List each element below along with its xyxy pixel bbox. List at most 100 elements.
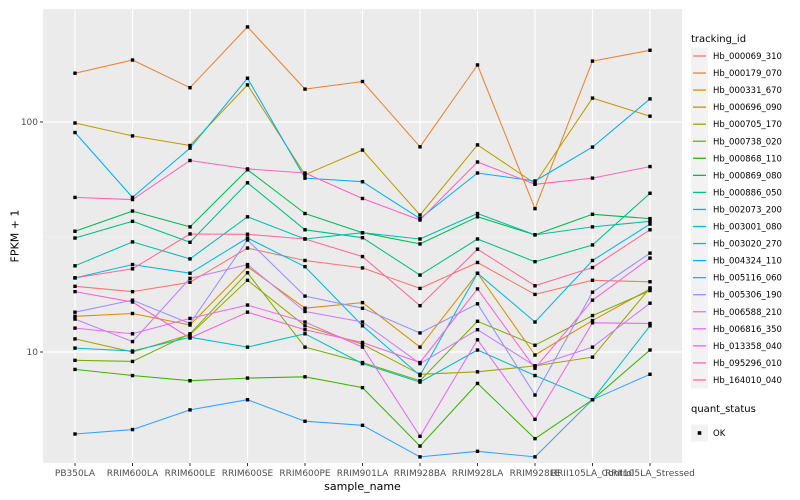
data-point [418,380,422,384]
data-point [73,317,77,321]
data-point [360,300,365,305]
legend-label: Hb_000869_080 [713,171,782,181]
data-point [533,393,537,397]
data-point [73,314,77,318]
data-point [418,434,422,439]
data-point [533,373,537,378]
data-point [245,76,250,80]
data-point [533,436,537,441]
data-point [475,370,480,374]
data-point [475,319,480,323]
data-point [533,284,537,288]
data-point [475,63,480,67]
data-point [73,432,77,436]
data-point [245,345,250,349]
data-point [475,348,480,352]
data-point [475,381,480,386]
data-point [475,143,480,147]
data-point [188,379,192,383]
data-point [130,300,135,304]
legend-title-tracking-id: tracking_id [691,34,747,45]
data-point [303,171,307,175]
data-point [188,316,192,321]
data-point [303,345,307,349]
data-point [303,306,307,310]
x-tick-label: PB350LA [55,469,96,479]
data-point [533,206,537,211]
data-point [188,336,192,340]
data-point [130,289,135,294]
data-point [360,342,365,347]
data-point [590,290,595,294]
data-point [590,225,595,229]
data-point [418,331,422,335]
black-square-icon [697,431,702,435]
data-point [533,320,537,324]
data-point [648,348,652,352]
data-point [303,332,307,336]
data-point [360,79,365,84]
data-point [245,236,250,240]
data-point [648,321,652,326]
data-point [303,87,307,91]
data-point [533,259,537,264]
data-point [360,345,365,349]
data-point [475,271,480,275]
data-point [648,280,652,284]
data-point [130,311,135,316]
data-point [245,271,250,275]
legend-title-quant-status: quant_status [691,404,756,415]
data-point [648,216,652,221]
legend-label: Hb_006588_210 [713,308,782,318]
data-point [590,398,595,402]
data-point [73,71,77,75]
data-point [648,301,652,305]
data-point [303,228,307,232]
data-point [188,271,192,275]
data-point [303,419,307,423]
data-point [245,376,250,380]
data-point [475,160,480,164]
data-point [130,339,135,344]
data-point [590,176,595,180]
data-point [188,276,192,281]
data-point [590,96,595,100]
data-point [188,143,192,148]
legend-label: Hb_005306_190 [713,291,782,301]
x-tick-label: RRIM600PE [279,469,331,479]
data-point [73,284,77,289]
legend-label-quant: OK [713,429,726,439]
data-point [475,302,480,306]
data-point [648,324,652,328]
data-point [130,298,135,302]
data-point [418,237,422,241]
data-point [360,254,365,259]
data-point [73,264,77,268]
y-tick-label: 100 [21,118,38,128]
data-point [360,320,365,324]
data-point [245,25,250,29]
data-point [360,361,365,366]
data-point [245,398,250,402]
data-point [648,256,652,260]
legend-label: Hb_000705_170 [713,120,782,130]
data-point [590,313,595,318]
data-point [245,167,250,171]
legend-label: Hb_006816_350 [713,325,782,335]
x-tick-label: RRII105LA_Stressed [605,469,695,479]
data-point [418,218,422,222]
x-tick-label: RRIM600LE [165,469,216,479]
data-point [360,180,365,184]
data-point [590,212,595,216]
data-point [303,309,307,314]
data-point [130,240,135,244]
legend-label: Hb_000696_090 [713,103,782,113]
data-point [475,215,480,219]
data-point [73,276,77,280]
data-point [73,358,77,363]
data-point [533,353,537,357]
data-point [130,209,135,213]
data-point [590,345,595,349]
data-point [590,265,595,270]
x-tick-label: RRII105LA_Control [551,469,634,479]
